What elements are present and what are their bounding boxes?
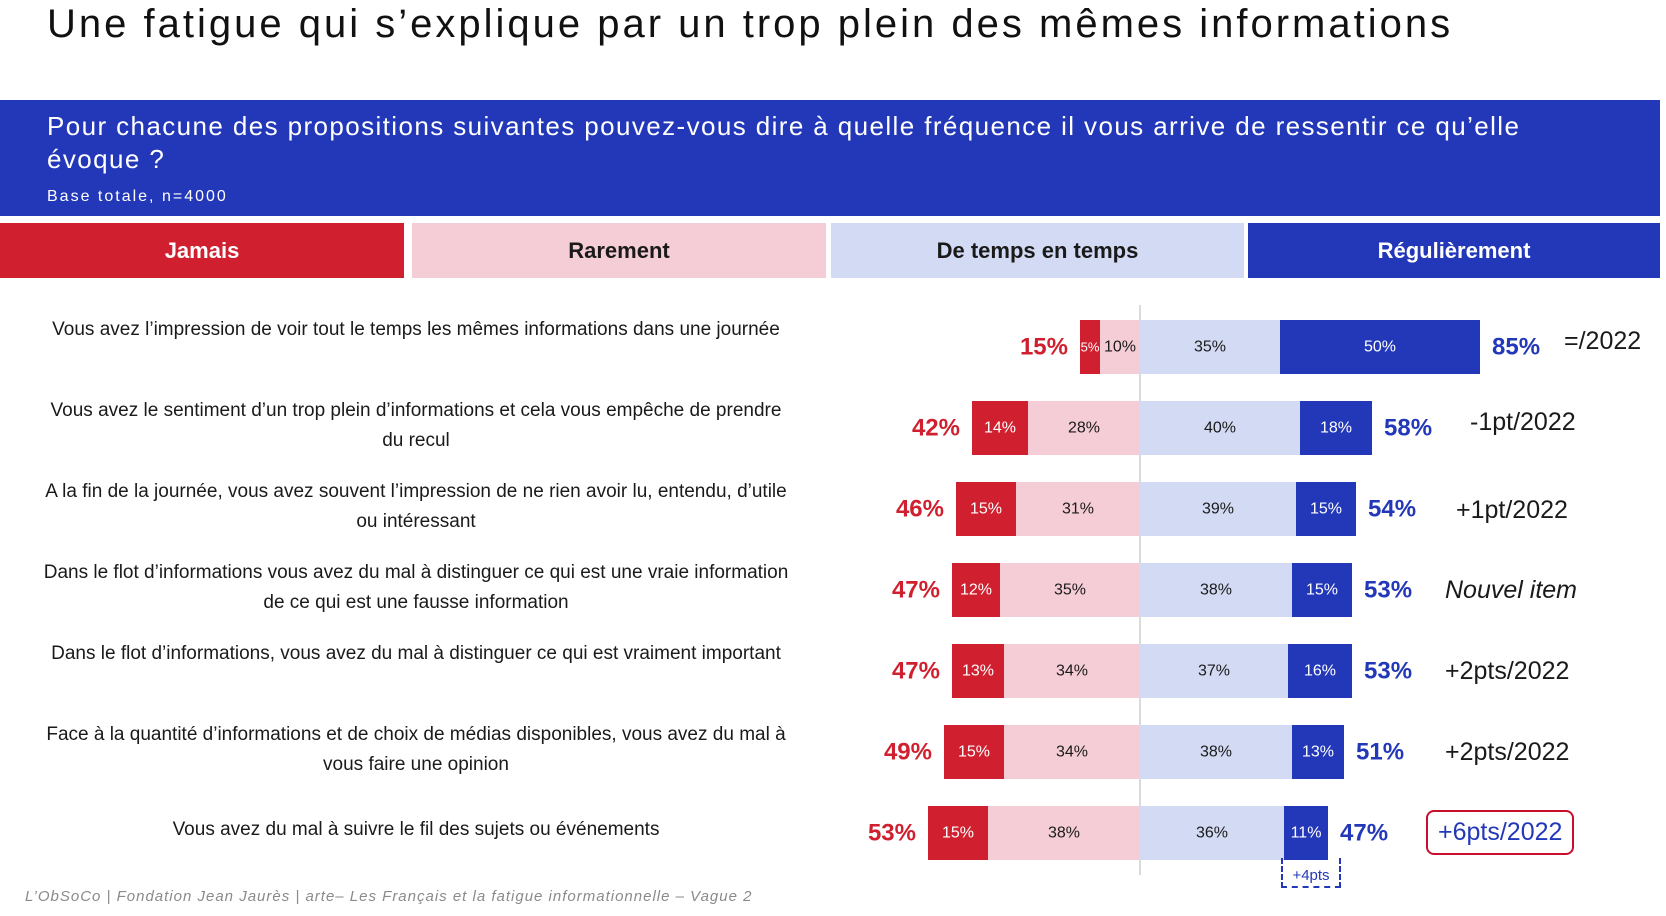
bar-rarement-row-6: [1004, 725, 1140, 779]
question-banner: Pour chacune des propositions suivantes …: [0, 100, 1660, 216]
row-comment-4: Nouvel item: [1445, 576, 1577, 604]
value-label-de-temps-en-temps-row-3: 39%: [1202, 501, 1234, 518]
negative-total-row-5: 47%: [892, 658, 940, 685]
page-title: Une fatigue qui s’explique par un trop p…: [47, 2, 1454, 46]
negative-total-row-3: 46%: [896, 496, 944, 523]
bar-jamais-row-6: [944, 725, 1004, 779]
row-comment-3: +1pt/2022: [1456, 496, 1568, 524]
bar-rarement-row-5: [1004, 644, 1140, 698]
value-label-rarement-row-6: 34%: [1056, 744, 1088, 761]
legend-regulierement: Régulièrement: [1248, 223, 1660, 278]
row-comment-2: -1pt/2022: [1470, 408, 1576, 436]
row-label-6: Face à la quantité d’informations et de …: [46, 724, 786, 775]
positive-total-row-3: 54%: [1368, 496, 1416, 523]
bar-jamais-row-5: [952, 644, 1004, 698]
row-label-7: Vous avez du mal à suivre le fil des suj…: [172, 819, 660, 840]
negative-total-row-4: 47%: [892, 577, 940, 604]
row-label-2: Vous avez le sentiment d’un trop plein d…: [50, 400, 782, 451]
positive-total-row-5: 53%: [1364, 658, 1412, 685]
bar-de-temps-en-temps-row-6: [1140, 725, 1292, 779]
bar-rarement-row-1: [1100, 320, 1140, 374]
value-label-jamais-row-3: 15%: [970, 501, 1002, 518]
value-label-de-temps-en-temps-row-1: 35%: [1194, 339, 1226, 356]
bar-jamais-row-1: [1080, 320, 1100, 374]
bar-rarement-row-7: [988, 806, 1140, 860]
negative-total-row-2: 42%: [912, 415, 960, 442]
bar-regulierement-row-1: [1280, 320, 1480, 374]
bar-jamais-row-3: [956, 482, 1016, 536]
value-label-jamais-row-4: 12%: [960, 582, 992, 599]
row-comment-6: +2pts/2022: [1445, 738, 1570, 766]
value-label-jamais-row-1: 5%: [1081, 340, 1100, 355]
base-text: Base totale, n=4000: [47, 188, 228, 205]
value-label-de-temps-en-temps-row-4: 38%: [1200, 582, 1232, 599]
positive-total-row-4: 53%: [1364, 577, 1412, 604]
value-label-rarement-row-1: 10%: [1104, 339, 1136, 356]
value-label-jamais-row-5: 13%: [962, 663, 994, 680]
bar-regulierement-row-5: [1288, 644, 1352, 698]
value-label-regulierement-row-6: 13%: [1302, 744, 1334, 761]
legend-jamais: Jamais: [0, 223, 404, 278]
row-label-5: Dans le flot d’informations, vous avez d…: [51, 643, 781, 664]
delta-note: +4pts: [1281, 858, 1341, 888]
bar-regulierement-row-7: [1284, 806, 1328, 860]
bar-jamais-row-4: [952, 563, 1000, 617]
positive-total-row-6: 51%: [1356, 739, 1404, 766]
value-label-de-temps-en-temps-row-2: 40%: [1204, 420, 1236, 437]
bar-regulierement-row-2: [1300, 401, 1372, 455]
bar-regulierement-row-3: [1296, 482, 1356, 536]
row-comment-5: +2pts/2022: [1445, 657, 1570, 685]
positive-total-row-2: 58%: [1384, 415, 1432, 442]
value-label-regulierement-row-4: 15%: [1306, 582, 1338, 599]
negative-total-row-7: 53%: [868, 820, 916, 847]
question-text: Pour chacune des propositions suivantes …: [47, 111, 1521, 174]
value-label-jamais-row-2: 14%: [984, 420, 1016, 437]
row-comment-7: +6pts/2022: [1426, 810, 1575, 855]
value-label-rarement-row-5: 34%: [1056, 663, 1088, 680]
footer-source: L’ObSoCo | Fondation Jean Jaurès | arte–…: [25, 888, 753, 905]
bar-de-temps-en-temps-row-5: [1140, 644, 1288, 698]
value-label-rarement-row-4: 35%: [1054, 582, 1086, 599]
row-label-1: Vous avez l’impression de voir tout le t…: [52, 319, 780, 340]
legend-rarement: Rarement: [412, 223, 826, 278]
value-label-rarement-row-2: 28%: [1068, 420, 1100, 437]
value-label-rarement-row-3: 31%: [1062, 501, 1094, 518]
bar-rarement-row-4: [1000, 563, 1140, 617]
value-label-rarement-row-7: 38%: [1048, 825, 1080, 842]
negative-total-row-1: 15%: [1020, 334, 1068, 361]
bar-regulierement-row-4: [1292, 563, 1352, 617]
value-label-regulierement-row-7: 11%: [1291, 825, 1322, 842]
row-label-3: A la fin de la journée, vous avez souven…: [45, 481, 787, 532]
legend-de-temps-en-temps: De temps en temps: [831, 223, 1244, 278]
value-label-jamais-row-7: 15%: [942, 825, 974, 842]
bar-de-temps-en-temps-row-7: [1140, 806, 1284, 860]
bar-de-temps-en-temps-row-1: [1140, 320, 1280, 374]
value-label-de-temps-en-temps-row-5: 37%: [1198, 663, 1230, 680]
value-label-regulierement-row-2: 18%: [1320, 420, 1352, 437]
row-label-4: Dans le flot d’informations vous avez du…: [43, 562, 789, 613]
positive-total-row-1: 85%: [1492, 334, 1540, 361]
bar-regulierement-row-6: [1292, 725, 1344, 779]
bar-rarement-row-2: [1028, 401, 1140, 455]
value-label-de-temps-en-temps-row-7: 36%: [1196, 825, 1228, 842]
value-label-regulierement-row-3: 15%: [1310, 501, 1342, 518]
value-label-jamais-row-6: 15%: [958, 744, 990, 761]
bar-rarement-row-3: [1016, 482, 1140, 536]
bar-de-temps-en-temps-row-2: [1140, 401, 1300, 455]
value-label-de-temps-en-temps-row-6: 38%: [1200, 744, 1232, 761]
row-comment-1: =/2022: [1564, 327, 1642, 355]
bar-jamais-row-2: [972, 401, 1028, 455]
bar-de-temps-en-temps-row-4: [1140, 563, 1292, 617]
value-label-regulierement-row-5: 16%: [1304, 663, 1336, 680]
negative-total-row-6: 49%: [884, 739, 932, 766]
bar-de-temps-en-temps-row-3: [1140, 482, 1296, 536]
positive-total-row-7: 47%: [1340, 820, 1388, 847]
value-label-regulierement-row-1: 50%: [1364, 339, 1396, 356]
bar-jamais-row-7: [928, 806, 988, 860]
